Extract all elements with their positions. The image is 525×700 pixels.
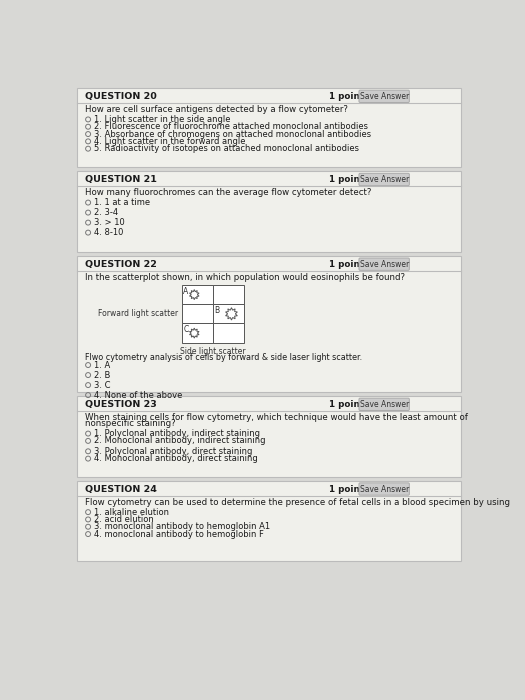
Text: 5. Radioactivity of isotopes on attached monoclonal antibodies: 5. Radioactivity of isotopes on attached… (93, 144, 359, 153)
Text: 4. None of the above: 4. None of the above (93, 391, 182, 400)
Text: 4. 8-10: 4. 8-10 (93, 228, 123, 237)
FancyBboxPatch shape (77, 171, 461, 252)
Text: 3. Absorbance of chromogens on attached monoclonal antibodies: 3. Absorbance of chromogens on attached … (93, 130, 371, 139)
Text: 1. Light scatter in the side angle: 1. Light scatter in the side angle (93, 115, 230, 124)
FancyBboxPatch shape (77, 396, 461, 477)
Text: 3. C: 3. C (93, 381, 110, 390)
FancyBboxPatch shape (359, 258, 410, 270)
Text: QUESTION 21: QUESTION 21 (85, 175, 157, 184)
Bar (213, 285, 244, 304)
Text: QUESTION 24: QUESTION 24 (85, 484, 157, 494)
Text: Save Answer: Save Answer (360, 92, 409, 101)
Text: 1. Polyclonal antibody, indirect staining: 1. Polyclonal antibody, indirect stainin… (93, 429, 259, 438)
Text: 4. monoclonal antibody to hemoglobin F: 4. monoclonal antibody to hemoglobin F (93, 530, 264, 538)
Text: A: A (183, 286, 188, 295)
Text: 1. alkaline elution: 1. alkaline elution (93, 508, 169, 517)
FancyBboxPatch shape (359, 90, 410, 102)
FancyBboxPatch shape (359, 174, 410, 186)
FancyBboxPatch shape (359, 483, 410, 495)
Text: 3. Polyclonal antibody, direct staining: 3. Polyclonal antibody, direct staining (93, 447, 252, 456)
Text: B: B (214, 306, 219, 315)
Text: C: C (183, 325, 188, 334)
Text: Flow cytometry can be used to determine the presence of fetal cells in a blood s: Flow cytometry can be used to determine … (85, 498, 510, 507)
Text: nonspecific staining?: nonspecific staining? (85, 419, 176, 428)
Text: 3. monoclonal antibody to hemoglobin A1: 3. monoclonal antibody to hemoglobin A1 (93, 522, 270, 531)
FancyBboxPatch shape (77, 88, 461, 167)
Text: 2. Monoclonal antibody, indirect staining: 2. Monoclonal antibody, indirect stainin… (93, 436, 265, 445)
Text: Save Answer: Save Answer (360, 400, 409, 409)
Text: 1 points: 1 points (329, 92, 370, 101)
FancyBboxPatch shape (77, 480, 461, 561)
Text: 1 points: 1 points (329, 260, 370, 269)
Text: QUESTION 22: QUESTION 22 (85, 260, 157, 269)
Bar (213, 323, 244, 343)
Text: Flwo cytometry analysis of cells by forward & side laser light scatter.: Flwo cytometry analysis of cells by forw… (85, 353, 362, 362)
Text: 1 points: 1 points (329, 484, 370, 494)
Text: Save Answer: Save Answer (360, 260, 409, 269)
Text: Save Answer: Save Answer (360, 175, 409, 184)
Text: 1 points: 1 points (329, 400, 370, 409)
Text: 3. > 10: 3. > 10 (93, 218, 124, 227)
Text: How many fluorochromes can the average flow cytometer detect?: How many fluorochromes can the average f… (85, 188, 371, 197)
Text: QUESTION 20: QUESTION 20 (85, 92, 157, 101)
Text: 4. Light scatter in the forward angle: 4. Light scatter in the forward angle (93, 137, 245, 146)
Text: 2. 3-4: 2. 3-4 (93, 208, 118, 217)
Bar (213, 304, 244, 323)
Text: 4. Monoclonal antibody, direct staining: 4. Monoclonal antibody, direct staining (93, 454, 257, 463)
Bar (182, 285, 213, 304)
Text: QUESTION 23: QUESTION 23 (85, 400, 157, 409)
FancyBboxPatch shape (77, 256, 461, 392)
Text: 1 points: 1 points (329, 175, 370, 184)
Text: Save Answer: Save Answer (360, 484, 409, 494)
Text: When staining cells for flow cytometry, which technique would have the least amo: When staining cells for flow cytometry, … (85, 413, 468, 422)
FancyBboxPatch shape (359, 398, 410, 410)
Text: 2. acid elution: 2. acid elution (93, 515, 153, 524)
Bar (182, 304, 213, 323)
Text: In the scatterplot shown, in which population would eosinophils be found?: In the scatterplot shown, in which popul… (85, 273, 405, 282)
Text: 2. B: 2. B (93, 370, 110, 379)
Text: 2. Fluorescence of fluorochrome attached monoclonal antibodies: 2. Fluorescence of fluorochrome attached… (93, 122, 368, 131)
Text: 1. A: 1. A (93, 360, 110, 370)
Text: Side light scatter: Side light scatter (180, 346, 246, 356)
Bar (182, 323, 213, 343)
Text: How are cell surface antigens detected by a flow cytometer?: How are cell surface antigens detected b… (85, 105, 348, 114)
Text: 1. 1 at a time: 1. 1 at a time (93, 198, 150, 207)
Text: Forward light scatter: Forward light scatter (98, 309, 178, 318)
